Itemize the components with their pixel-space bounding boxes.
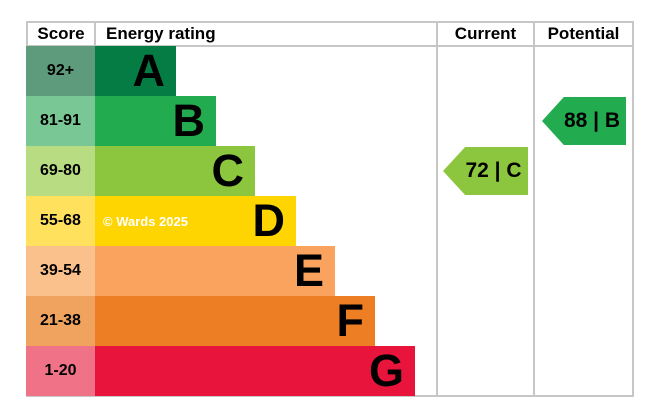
band-row-F: 21-38 F — [26, 296, 375, 346]
table-border-bottom — [26, 395, 634, 397]
band-letter-C: C — [211, 144, 245, 196]
band-bar-F: F — [95, 296, 375, 346]
band-letter-A: A — [132, 44, 166, 96]
header-border-left — [26, 21, 28, 47]
col-header-current: Current — [454, 24, 517, 43]
band-bar-B: B — [95, 96, 216, 146]
band-row-E: 39-54 E — [26, 246, 335, 296]
table-border-top — [26, 21, 634, 23]
band-bar-E: E — [95, 246, 335, 296]
col-header-potential: Potential — [547, 24, 620, 43]
band-bar-C: C — [95, 146, 255, 196]
potential-rating-label: 88 | B — [563, 109, 621, 132]
potential-rating-arrow: 88 | B — [542, 97, 626, 145]
band-bar-D: D — [95, 196, 296, 246]
current-column-divider — [436, 21, 438, 397]
band-row-A: 92+ A — [26, 46, 176, 96]
potential-column-divider — [533, 21, 535, 397]
col-header-energy-rating: Energy rating — [106, 24, 216, 43]
band-row-D: 55-68 D — [26, 196, 296, 246]
band-letter-E: E — [293, 244, 324, 296]
band-row-G: 1-20 G — [26, 346, 415, 396]
score-column-divider — [94, 21, 96, 47]
band-row-B: 81-91 B — [26, 96, 216, 146]
band-bar-A: A — [95, 46, 176, 96]
band-letter-B: B — [172, 94, 206, 146]
header-divider — [26, 45, 634, 47]
band-bar-G: G — [95, 346, 415, 396]
current-rating-label: 72 | C — [465, 159, 522, 182]
band-score-range-A: 92+ — [26, 46, 95, 96]
band-row-C: 69-80 C — [26, 146, 255, 196]
band-score-range-C: 69-80 — [26, 146, 95, 196]
band-letter-D: D — [252, 194, 286, 246]
band-score-range-D: 55-68 — [26, 196, 95, 246]
band-score-range-G: 1-20 — [26, 346, 95, 396]
band-score-range-B: 81-91 — [26, 96, 95, 146]
col-header-score: Score — [37, 24, 85, 43]
band-letter-F: F — [336, 294, 365, 346]
band-score-range-F: 21-38 — [26, 296, 95, 346]
table-border-right — [632, 21, 634, 397]
band-score-range-E: 39-54 — [26, 246, 95, 296]
band-letter-G: G — [368, 344, 404, 396]
current-rating-arrow: 72 | C — [443, 147, 528, 195]
copyright-watermark: © Wards 2025 — [103, 214, 188, 229]
